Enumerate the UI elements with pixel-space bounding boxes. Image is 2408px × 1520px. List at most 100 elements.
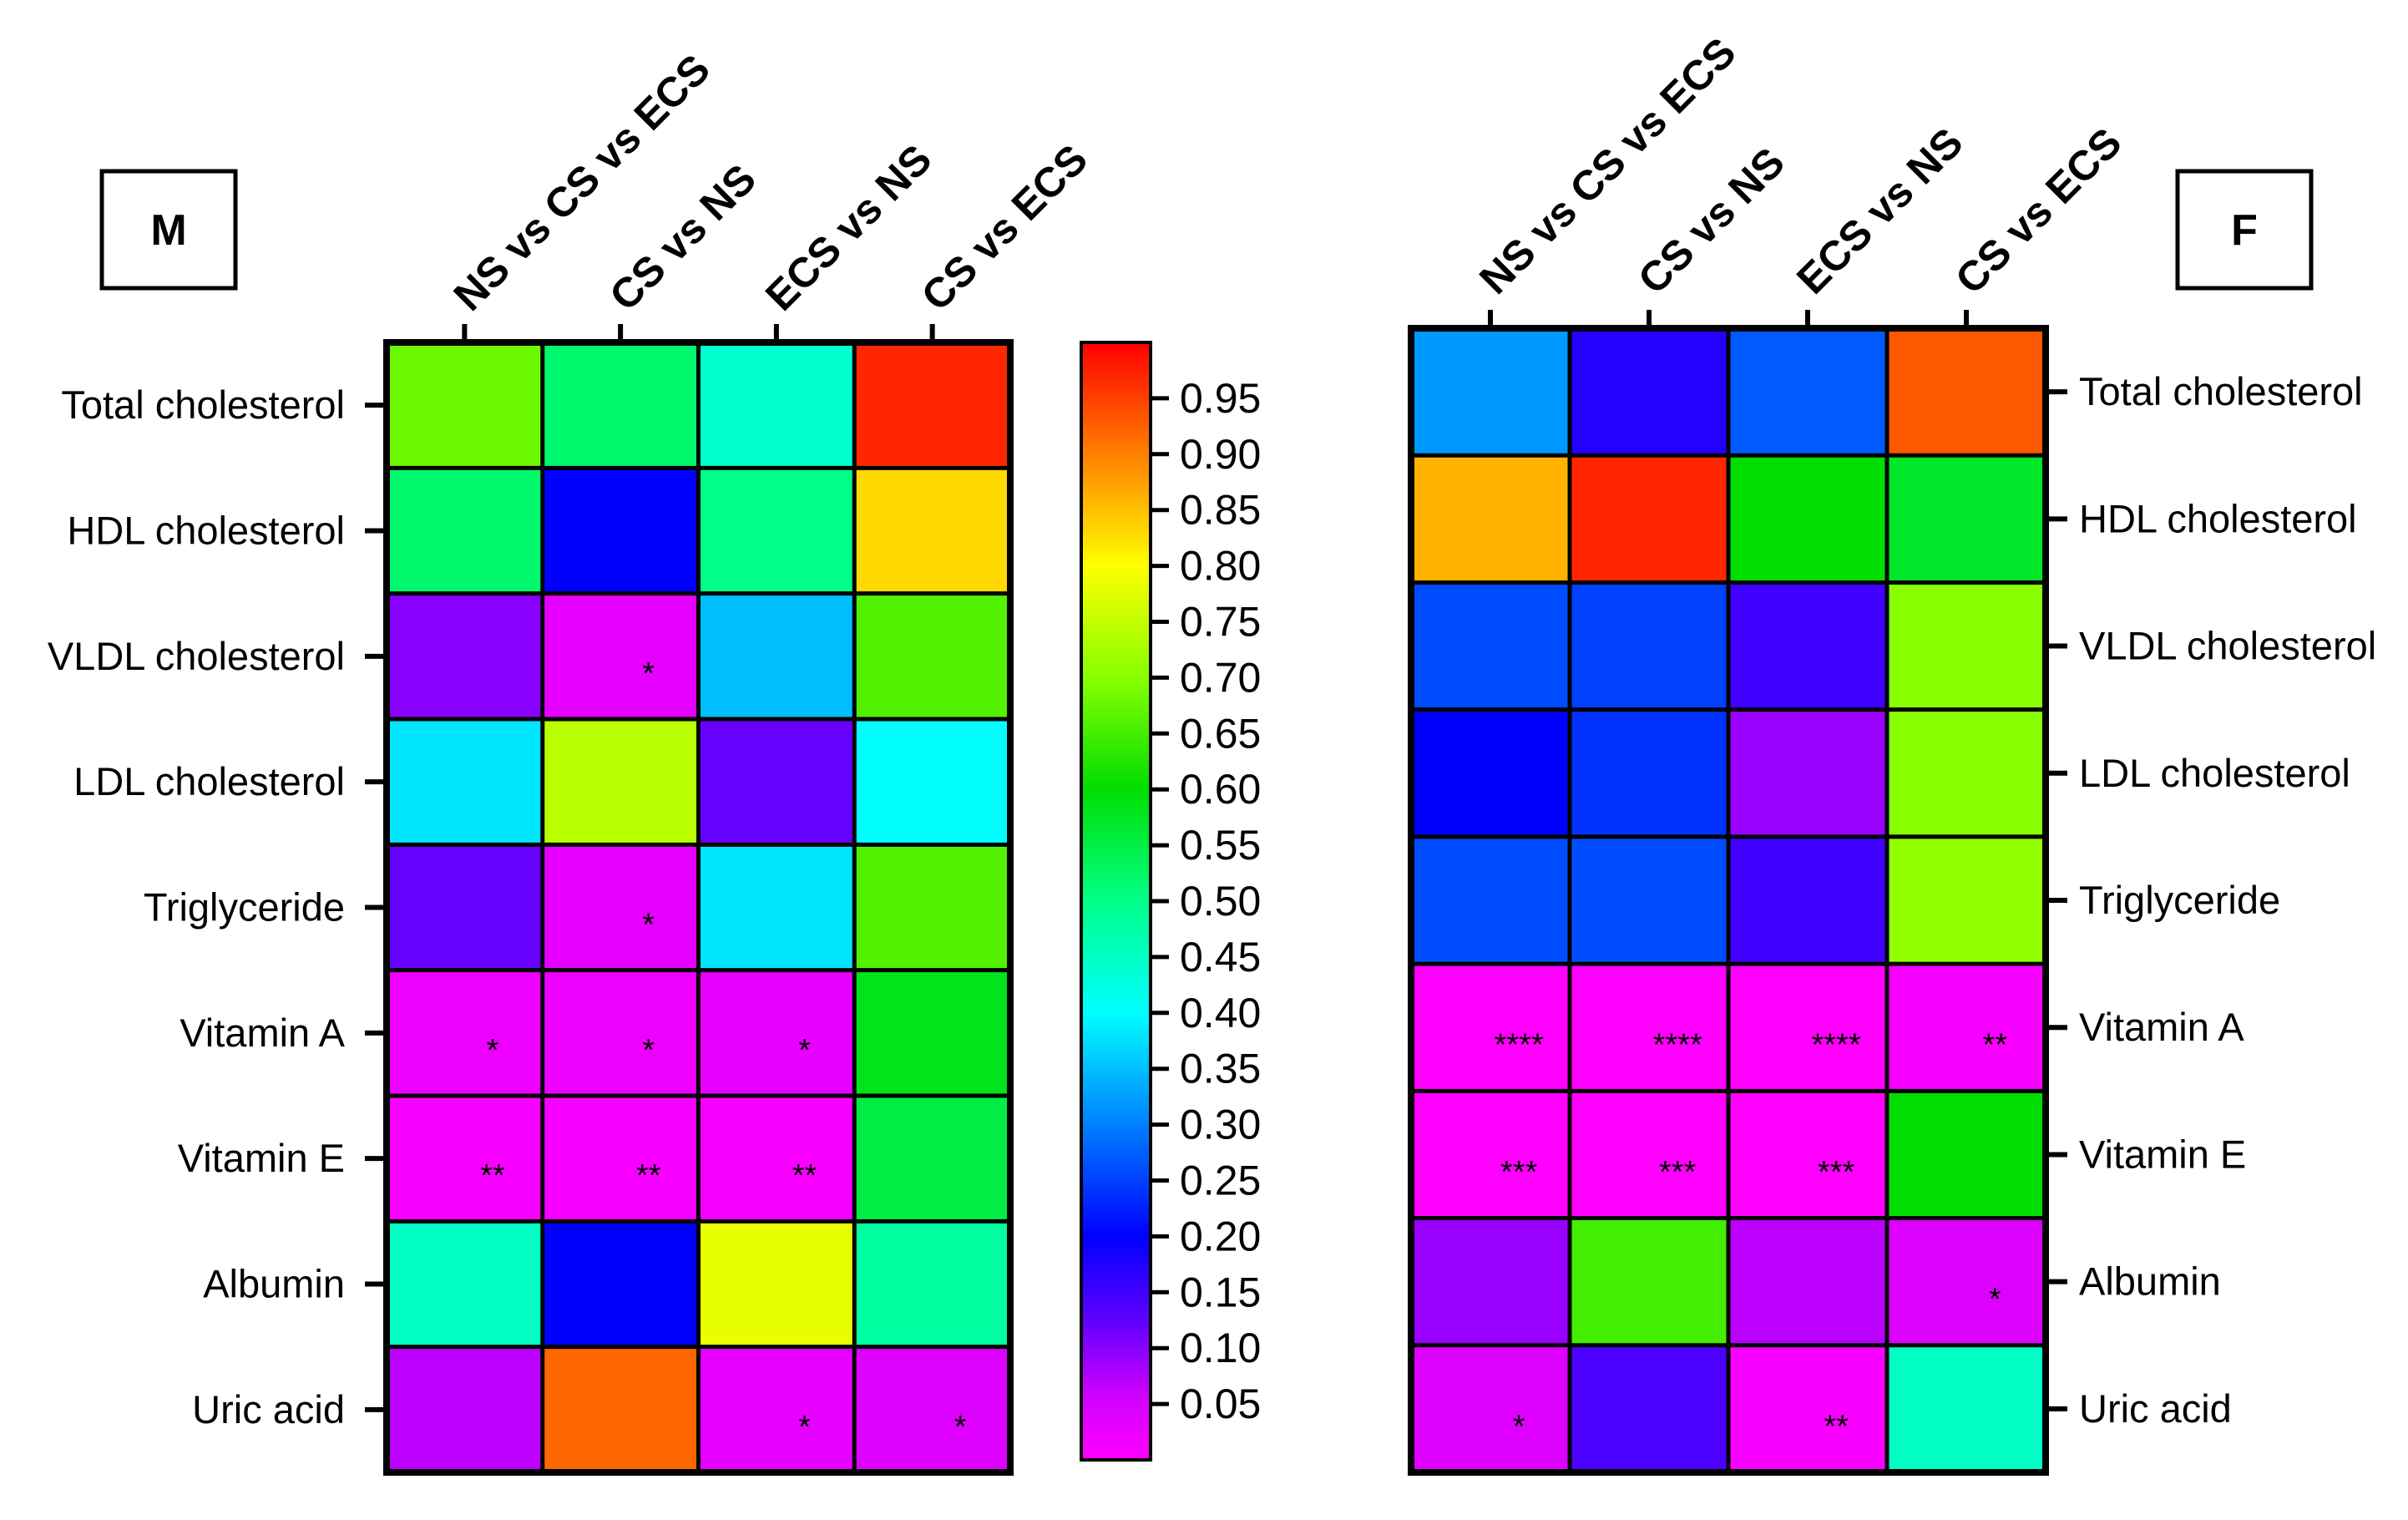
- panel-f-significance-mark: ****: [1812, 1028, 1861, 1063]
- panel-m-cell-r8-c0: [387, 1346, 543, 1472]
- panel-f-column-label-ns-vs-cs-vs-ecs: NS vs CS vs ECS: [1470, 28, 1744, 302]
- panel-m-cell-r6-c3: [854, 1096, 1011, 1222]
- panel-f-cell-r3-c0: [1411, 709, 1570, 837]
- panel-m-frame: [383, 339, 1014, 1476]
- colorbar-tick-label: 0.25: [1180, 1158, 1261, 1204]
- panel-m-cell-r2-c2: [698, 593, 855, 719]
- colorbar-tick-label: 0.45: [1180, 934, 1261, 980]
- panel-f-cell-r8-c0: [1411, 1345, 1570, 1472]
- panel-m-cell-r5-c0: [387, 970, 543, 1096]
- panel-m-cell-r6-c1: [542, 1096, 699, 1222]
- panel-m-row-label-triglyceride: Triglyceride: [144, 885, 345, 930]
- panel-m-significance-mark: *: [954, 1410, 967, 1445]
- panel-m-cell-r7-c1: [542, 1221, 699, 1347]
- panel-f-column-label-cs-vs-ns: CS vs NS: [1629, 139, 1793, 303]
- panel-f-cell-r6-c2: [1728, 1091, 1887, 1219]
- panel-m-significance-mark: **: [792, 1158, 817, 1193]
- panel-f-cell-r0-c1: [1570, 328, 1728, 456]
- panel-f-cell-r8-c2: [1728, 1345, 1887, 1472]
- colorbar-tick-label: 0.85: [1180, 487, 1261, 534]
- panel-f-cell-r5-c3: [1887, 964, 2046, 1092]
- panel-m-cell-r4-c2: [698, 844, 855, 970]
- panel-f-significance-mark: ***: [1659, 1155, 1697, 1190]
- panel-f-cell-r4-c2: [1728, 836, 1887, 965]
- panel-m-significance-mark: **: [636, 1158, 661, 1193]
- panel-f-cell-r7-c3: [1887, 1218, 2046, 1345]
- panel-m-cell-r4-c1: [542, 844, 699, 970]
- panel-f-cell-r1-c0: [1411, 455, 1570, 583]
- colorbar-tick-label: 0.55: [1180, 822, 1261, 869]
- panel-m-cell-r5-c2: [698, 970, 855, 1096]
- panel-f-cell-r4-c0: [1411, 836, 1570, 965]
- panel-f-cell-r2-c1: [1570, 582, 1728, 710]
- panel-f-cell-r0-c0: [1411, 328, 1570, 456]
- panel-f-cell-r5-c2: [1728, 964, 1887, 1092]
- colorbar-tick-label: 0.50: [1180, 878, 1261, 925]
- panel-f-cell-r3-c1: [1570, 709, 1728, 837]
- panel-f-significance-mark: ***: [1500, 1155, 1538, 1190]
- panel-f-significance-mark: ****: [1495, 1028, 1544, 1063]
- colorbar-tick-label: 0.60: [1180, 766, 1261, 813]
- panel-m-column-label-cs-vs-ns: CS vs NS: [600, 155, 765, 320]
- panel-m-row-label-uric-acid: Uric acid: [192, 1387, 345, 1431]
- panel-m-row-label-vldl-cholesterol: VLDL cholesterol: [48, 634, 345, 678]
- panel-f-cell-r7-c2: [1728, 1218, 1887, 1345]
- panel-f-significance-mark: **: [1824, 1409, 1849, 1444]
- panel-f-row-label-vitamin-a: Vitamin A: [2079, 1005, 2244, 1049]
- panel-m-cell-r2-c3: [854, 593, 1011, 719]
- panel-m-cell-r0-c2: [698, 342, 855, 469]
- colorbar-tick-label: 0.10: [1180, 1325, 1261, 1371]
- panel-f-cell-r6-c3: [1887, 1091, 2046, 1219]
- panel-m-cell-r1-c3: [854, 468, 1011, 594]
- panel-m-cell-r8-c1: [542, 1346, 699, 1472]
- panel-f-cell-r2-c3: [1887, 582, 2046, 710]
- panel-m-cell-r3-c2: [698, 719, 855, 845]
- panel-f-cell-r7-c1: [1570, 1218, 1728, 1345]
- colorbar-tick-label: 0.95: [1180, 375, 1261, 422]
- panel-f-column-label-ecs-vs-ns: ECS vs NS: [1788, 119, 1971, 302]
- panel-m-cell-r3-c0: [387, 719, 543, 845]
- panel-m-row-label-ldl-cholesterol: LDL cholesterol: [73, 759, 345, 803]
- panel-f-column-label-cs-vs-ecs: CS vs ECS: [1946, 119, 2130, 302]
- panel-f-row-label-vitamin-e: Vitamin E: [2079, 1132, 2246, 1176]
- panel-m-cell-r5-c1: [542, 970, 699, 1096]
- panel-m-cell-r0-c0: [387, 342, 543, 469]
- panel-m-significance-mark: *: [487, 1033, 499, 1068]
- panel-m-cell-r1-c1: [542, 468, 699, 594]
- colorbar: [1080, 341, 1152, 1462]
- panel-f-cell-r7-c0: [1411, 1218, 1570, 1345]
- panel-m-cell-r3-c1: [542, 719, 699, 845]
- panel-m-row-label-total-cholesterol: Total cholesterol: [61, 383, 345, 427]
- panel-f-row-label-albumin: Albumin: [2079, 1259, 2221, 1304]
- panel-f-row-label-uric-acid: Uric acid: [2079, 1386, 2232, 1431]
- panel-m-cell-r7-c2: [698, 1221, 855, 1347]
- panel-m-cell-r8-c3: [854, 1346, 1011, 1472]
- panel-f-row-label-total-cholesterol: Total cholesterol: [2079, 369, 2363, 413]
- panel-f-cell-r8-c3: [1887, 1345, 2046, 1472]
- panel-m-row-label-albumin: Albumin: [203, 1262, 345, 1306]
- panel-f-cell-r3-c3: [1887, 709, 2046, 837]
- panel-f-cell-r0-c2: [1728, 328, 1887, 456]
- panel-f-cell-r8-c1: [1570, 1345, 1728, 1472]
- panel-f-cell-r4-c1: [1570, 836, 1728, 965]
- panel-f-label: F: [2231, 206, 2258, 255]
- panel-m-cell-r2-c0: [387, 593, 543, 719]
- colorbar-tick-label: 0.80: [1180, 543, 1261, 590]
- colorbar-tick-label: 0.65: [1180, 710, 1261, 757]
- panel-m-significance-mark: *: [798, 1033, 811, 1068]
- panel-m-cell-r5-c3: [854, 970, 1011, 1096]
- panel-f-cell-r1-c2: [1728, 455, 1887, 583]
- panel-m-column-label-ecs-vs-ns: ECS vs NS: [756, 135, 940, 319]
- panel-f-cell-r2-c0: [1411, 582, 1570, 710]
- panel-m-significance-mark: *: [642, 1033, 655, 1068]
- panel-f-row-label-ldl-cholesterol: LDL cholesterol: [2079, 751, 2350, 795]
- panel-f-frame: [1408, 325, 2049, 1476]
- panel-f-cell-r6-c1: [1570, 1091, 1728, 1219]
- panel-f-cell-r6-c0: [1411, 1091, 1570, 1219]
- panel-m-label: M: [150, 206, 186, 255]
- colorbar-tick-label: 0.70: [1180, 654, 1261, 701]
- panel-f-cell-r1-c1: [1570, 455, 1728, 583]
- panel-m-row-label-vitamin-a: Vitamin A: [180, 1011, 345, 1055]
- panel-f-cell-r0-c3: [1887, 328, 2046, 456]
